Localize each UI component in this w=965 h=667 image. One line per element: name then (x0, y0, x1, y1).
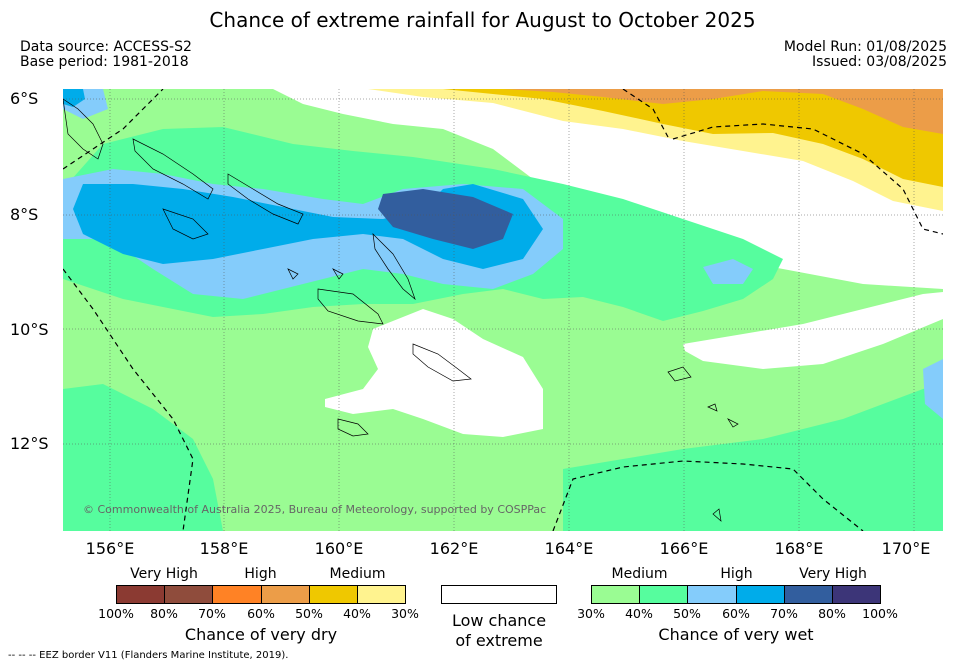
dry-swatch-80-70 (165, 586, 214, 603)
lon-label-168e: 168°E (774, 539, 824, 558)
low-chance-caption: Low chance of extreme (421, 611, 577, 651)
dry-tick-60: 60% (247, 606, 275, 621)
dry-swatch-50-40 (309, 586, 358, 603)
dry-swatch-100-80 (117, 586, 166, 603)
dry-tick-70: 70% (198, 606, 226, 621)
low-chance-swatch (441, 585, 557, 604)
wet-extreme-region (378, 189, 513, 249)
dry-swatch-60-50 (261, 586, 310, 603)
coastline (63, 98, 739, 522)
dry-tick-100: 100% (98, 606, 134, 621)
wet-high-region-east (703, 259, 753, 284)
lat-label-10s: 10°S (10, 320, 49, 339)
wet-header-medium: Medium (611, 566, 668, 582)
wet-very-high-region (73, 184, 543, 269)
wet-medium-high-southeast (563, 384, 943, 531)
dry-tick-50: 50% (295, 606, 323, 621)
wet-swatch-60-70 (736, 586, 785, 603)
lon-label-166e: 166°E (659, 539, 709, 558)
wet-swatch-30-40 (592, 586, 641, 603)
model-run: Model Run: 01/08/2025 (783, 39, 947, 55)
lon-label-162e: 162°E (429, 539, 479, 558)
lat-label-8s: 8°S (10, 205, 39, 224)
dry-tick-80: 80% (150, 606, 178, 621)
wet-header-high: High (720, 566, 753, 582)
page-title: Chance of extreme rainfall for August to… (209, 8, 756, 32)
data-source: Data source: ACCESS-S2 (20, 39, 192, 55)
dry-header-medium: Medium (329, 566, 386, 582)
wet-swatch-70-80 (784, 586, 833, 603)
eez-footnote: -- -- -- EEZ border V11 (Flanders Marine… (8, 650, 289, 661)
wet-header-very-high: Very High (799, 566, 867, 582)
lon-label-164e: 164°E (544, 539, 594, 558)
meta-left: Data source: ACCESS-S2 Base period: 1981… (20, 40, 192, 70)
wet-tick-50: 50% (673, 606, 701, 621)
low-chance-caption-line1: Low chance (451, 611, 547, 630)
rainfall-map[interactable]: © Commonwealth of Australia 2025, Bureau… (63, 89, 943, 531)
base-period: Base period: 1981-2018 (20, 54, 189, 70)
wet-tick-80: 80% (818, 606, 846, 621)
wet-tick-40: 40% (625, 606, 653, 621)
lat-label-12s: 12°S (10, 434, 49, 453)
wet-swatch-40-50 (640, 586, 689, 603)
wet-tick-30: 30% (577, 606, 605, 621)
dry-high-region (503, 89, 943, 134)
wet-swatch-50-60 (688, 586, 737, 603)
lon-label-158e: 158°E (199, 539, 249, 558)
meta-right: Model Run: 01/08/2025 Issued: 03/08/2025 (784, 40, 947, 70)
wet-swatch-80-100 (832, 586, 881, 603)
wet-colorbar (591, 585, 881, 604)
low-chance-region-central (325, 309, 543, 437)
lon-label-156e: 156°E (85, 539, 135, 558)
wet-caption: Chance of very wet (658, 625, 814, 644)
eez-border (63, 89, 943, 531)
dry-tick-40: 40% (343, 606, 371, 621)
low-chance-caption-line2: of extreme (455, 631, 543, 650)
dry-header-very-high: Very High (130, 566, 198, 582)
dry-tick-30: 30% (391, 606, 419, 621)
dry-medium-high-region (443, 89, 943, 187)
dry-caption: Chance of very dry (184, 625, 338, 644)
wet-medium-high-southwest (63, 384, 223, 531)
dry-colorbar (116, 585, 406, 604)
wet-high-region-far-east (923, 359, 943, 419)
dry-swatch-40-30 (357, 586, 406, 603)
low-chance-region-east (683, 292, 943, 369)
dry-header-high: High (244, 566, 277, 582)
issued-date: Issued: 03/08/2025 (812, 54, 947, 70)
dry-swatch-70-60 (213, 586, 262, 603)
lat-label-6s: 6°S (10, 89, 39, 108)
lon-label-170e: 170°E (881, 539, 931, 558)
wet-tick-100: 100% (862, 606, 898, 621)
wet-tick-70: 70% (770, 606, 798, 621)
lon-label-160e: 160°E (314, 539, 364, 558)
copyright-text: © Commonwealth of Australia 2025, Bureau… (83, 503, 546, 516)
wet-tick-60: 60% (722, 606, 750, 621)
